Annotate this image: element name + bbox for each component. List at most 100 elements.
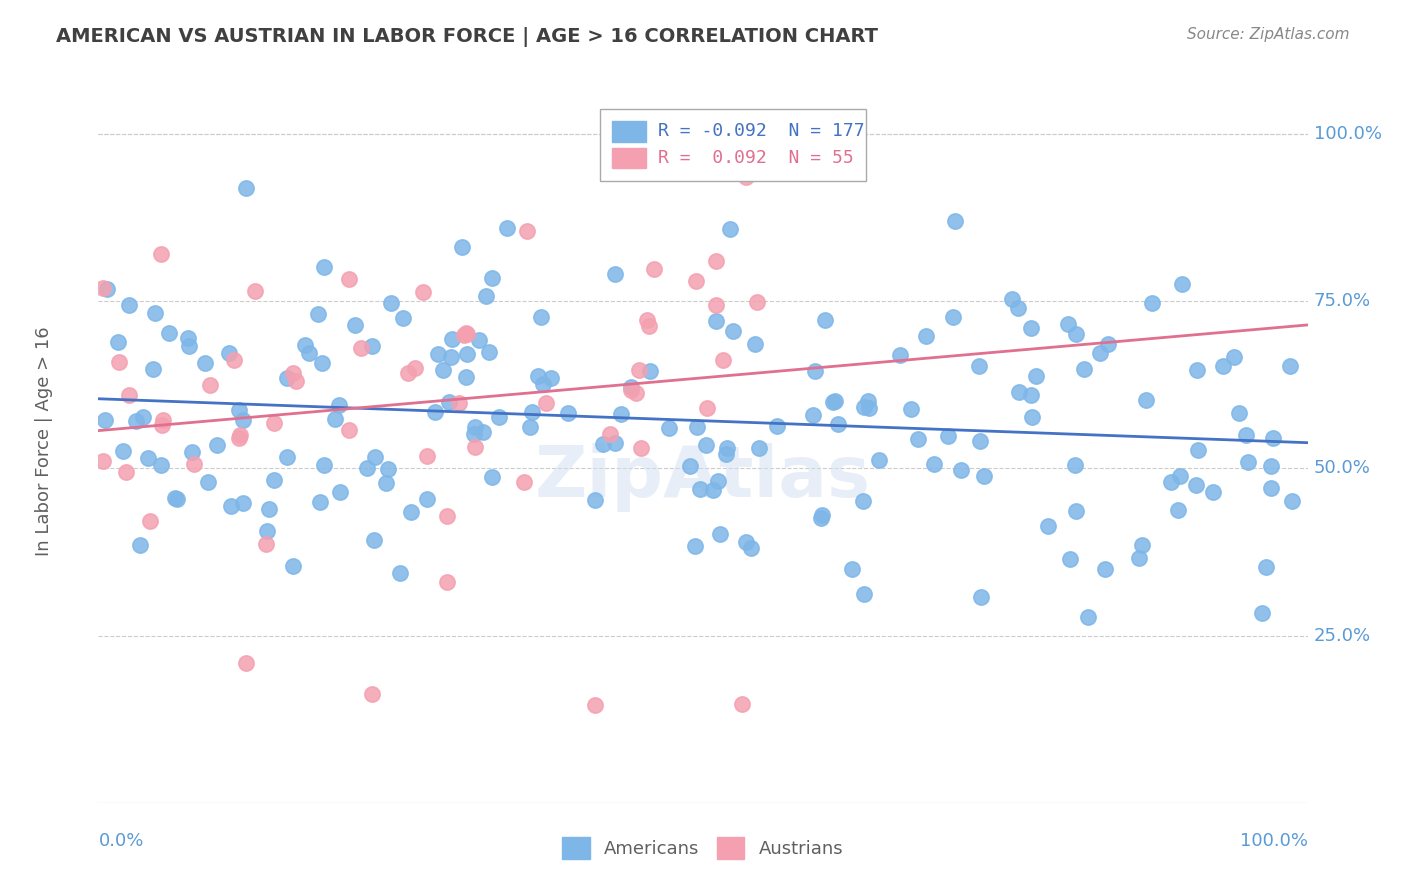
Point (447, 395, 470, 409)
Point (166, 491, 188, 506)
Point (481, 470, 503, 484)
Point (112, 443, 135, 458)
Point (337, 272, 360, 286)
Point (1140, 295, 1163, 310)
Point (257, 501, 280, 516)
Point (1064, 504, 1087, 518)
Text: In Labor Force | Age > 16: In Labor Force | Age > 16 (35, 326, 53, 557)
Point (827, 417, 849, 431)
Point (339, 423, 361, 437)
Point (740, 541, 762, 555)
Point (388, 566, 411, 581)
Bar (613, 148, 647, 169)
Point (404, 360, 426, 375)
Point (841, 562, 863, 576)
Point (328, 398, 350, 412)
Point (436, 509, 458, 524)
Point (488, 409, 510, 424)
Point (467, 333, 489, 347)
Point (638, 318, 661, 333)
Point (129, 538, 152, 552)
Point (1076, 610, 1098, 624)
Point (1167, 502, 1189, 516)
Point (475, 289, 498, 303)
Point (557, 406, 579, 420)
Text: R =  0.092  N = 55: R = 0.092 N = 55 (658, 149, 853, 168)
Point (416, 449, 439, 463)
Point (624, 386, 647, 401)
Point (456, 369, 478, 384)
Point (638, 364, 661, 378)
Text: 100.0%: 100.0% (1313, 125, 1382, 143)
Point (520, 404, 543, 418)
Point (415, 492, 437, 507)
Point (1237, 455, 1260, 469)
Point (735, 170, 758, 185)
Point (852, 493, 875, 508)
Text: 100.0%: 100.0% (1240, 831, 1308, 850)
Point (704, 253, 727, 268)
Point (938, 429, 960, 443)
Text: 0.0%: 0.0% (98, 831, 143, 850)
Point (198, 378, 221, 392)
Point (432, 363, 454, 377)
Point (709, 527, 731, 541)
Point (853, 587, 876, 601)
Point (679, 459, 702, 474)
Point (942, 310, 965, 324)
Point (107, 334, 129, 349)
Point (456, 326, 478, 341)
Point (1279, 359, 1302, 374)
Point (165, 491, 187, 505)
Point (620, 380, 643, 394)
Point (276, 450, 298, 464)
Point (716, 441, 738, 455)
Point (243, 284, 266, 298)
Point (197, 475, 219, 490)
Point (1185, 363, 1208, 377)
Point (309, 495, 332, 509)
Point (696, 401, 718, 416)
Point (361, 339, 384, 353)
Point (599, 427, 621, 442)
Point (704, 314, 727, 328)
Point (1025, 368, 1047, 383)
Point (721, 324, 744, 338)
Point (1059, 551, 1081, 566)
Point (228, 431, 250, 445)
Point (858, 401, 880, 416)
Point (143, 306, 166, 320)
Point (531, 377, 554, 392)
Point (711, 353, 734, 368)
Point (91, 454, 114, 468)
Point (256, 524, 278, 538)
Point (1212, 359, 1234, 373)
Point (456, 347, 478, 361)
Point (463, 426, 485, 441)
Point (628, 362, 651, 376)
Point (814, 313, 837, 327)
Text: R = -0.092  N = 177: R = -0.092 N = 177 (658, 122, 865, 140)
Point (437, 395, 460, 409)
Point (583, 698, 606, 712)
Point (325, 412, 347, 426)
Point (436, 575, 458, 590)
Text: ZipAtlas: ZipAtlas (536, 443, 870, 512)
Point (132, 409, 155, 424)
Text: AMERICAN VS AUSTRIAN IN LABOR FORCE | AGE > 16 CORRELATION CHART: AMERICAN VS AUSTRIAN IN LABOR FORCE | AG… (56, 27, 879, 46)
Point (263, 416, 285, 430)
Point (803, 364, 825, 378)
Point (344, 318, 367, 332)
Point (685, 539, 707, 553)
Point (157, 326, 180, 340)
Point (695, 438, 717, 452)
Point (801, 409, 824, 423)
Point (464, 420, 486, 434)
Point (706, 475, 728, 489)
Point (183, 457, 205, 471)
Point (1263, 431, 1285, 445)
Point (401, 505, 423, 519)
Point (1019, 320, 1042, 334)
Point (868, 453, 890, 467)
Point (439, 350, 461, 364)
